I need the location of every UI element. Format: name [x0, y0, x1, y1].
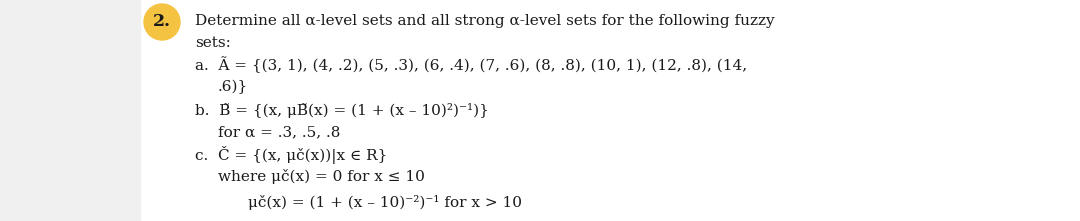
Text: Determine all α-level sets and all strong α-level sets for the following fuzzy: Determine all α-level sets and all stron… — [195, 14, 774, 28]
Text: μč(x) = (1 + (x – 10)⁻²)⁻¹ for x > 10: μč(x) = (1 + (x – 10)⁻²)⁻¹ for x > 10 — [248, 196, 522, 210]
Text: .6)}: .6)} — [218, 80, 248, 94]
Text: 2.: 2. — [153, 13, 171, 30]
Circle shape — [144, 4, 180, 40]
Text: c.  Č = {(x, μč(x))|x ∈ R}: c. Č = {(x, μč(x))|x ∈ R} — [195, 146, 388, 164]
Text: sets:: sets: — [195, 36, 231, 50]
Text: for α = .3, .5, .8: for α = .3, .5, .8 — [218, 125, 340, 139]
Text: where μč(x) = 0 for x ≤ 10: where μč(x) = 0 for x ≤ 10 — [218, 170, 424, 185]
Text: a.  Ã = {(3, 1), (4, .2), (5, .3), (6, .4), (7, .6), (8, .8), (10, 1), (12, .8),: a. Ã = {(3, 1), (4, .2), (5, .3), (6, .4… — [195, 57, 747, 73]
Text: b.  B̃ = {(x, μB̃(x) = (1 + (x – 10)²)⁻¹)}: b. B̃ = {(x, μB̃(x) = (1 + (x – 10)²)⁻¹)… — [195, 103, 489, 118]
